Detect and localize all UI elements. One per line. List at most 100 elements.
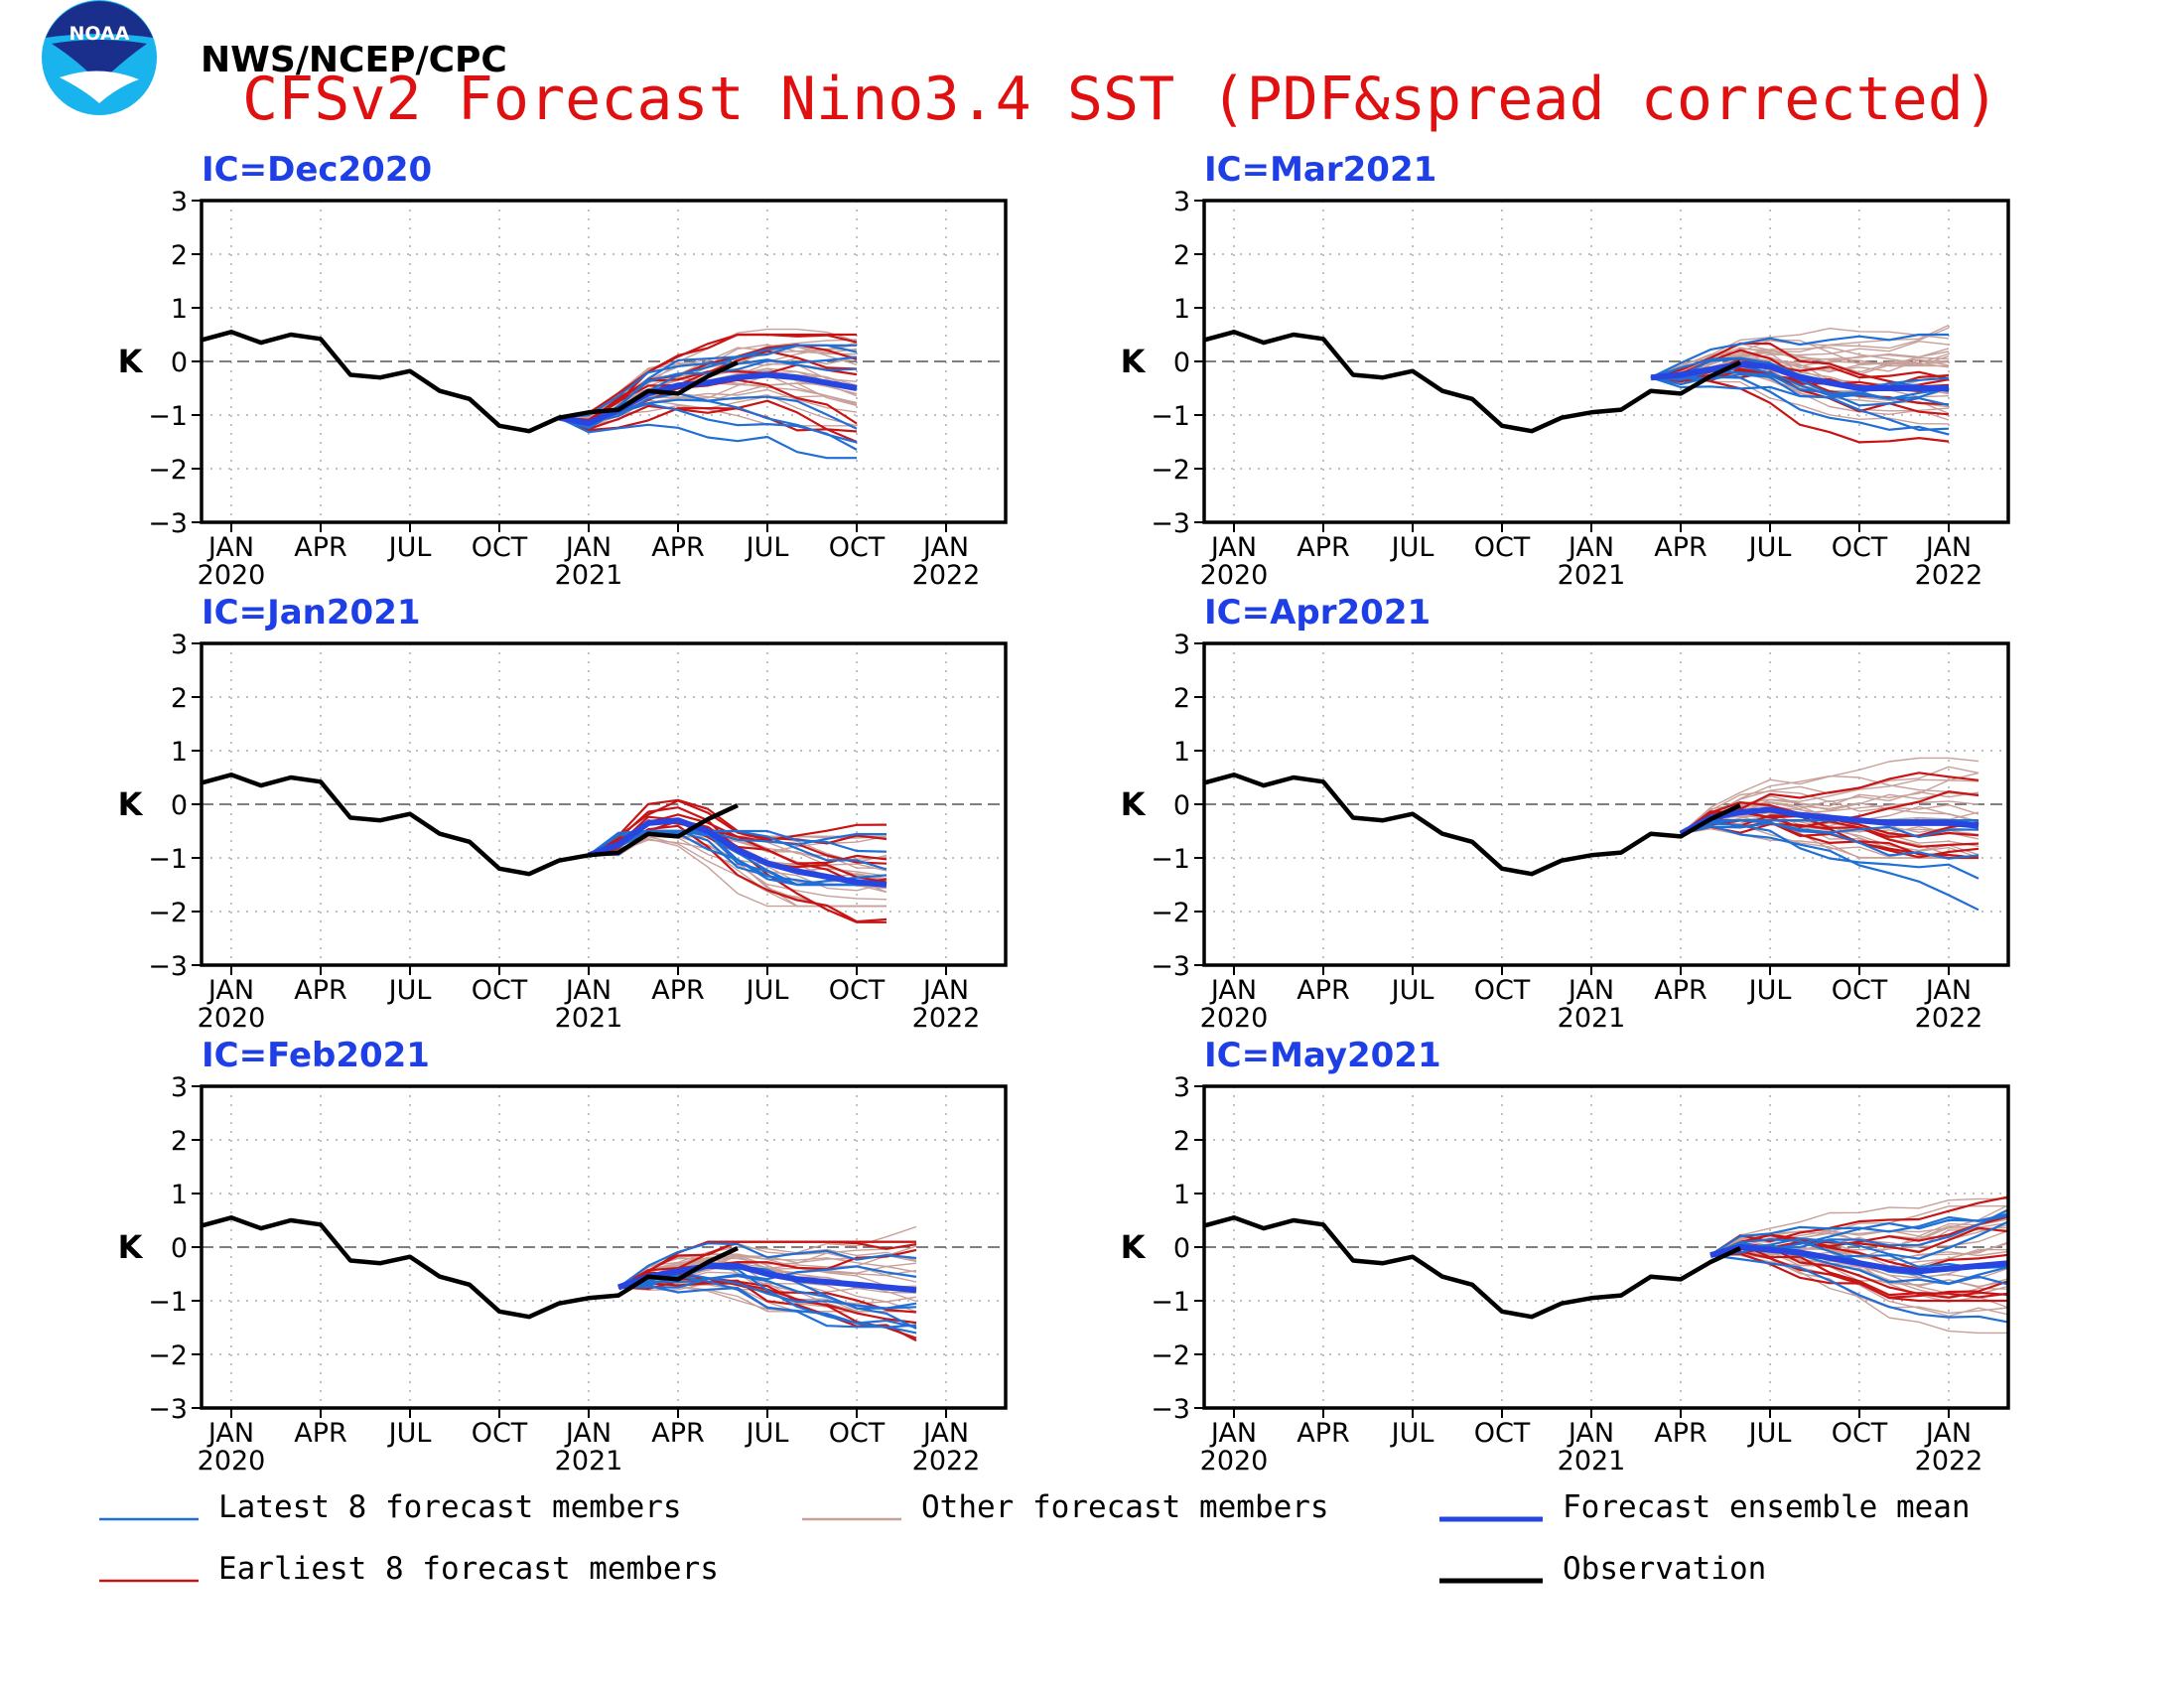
- y-tick-label: −3: [1151, 508, 1190, 539]
- y-axis-label: K: [118, 1228, 144, 1266]
- x-tick-label: JUL: [745, 1418, 789, 1449]
- ensemble-mean-line: [1679, 806, 1979, 837]
- x-tick-label: APR: [1654, 532, 1707, 563]
- x-tick-label: JAN: [1924, 532, 1972, 563]
- other-member-line: [617, 1246, 917, 1289]
- x-tick-year-label: 2022: [912, 560, 981, 591]
- other-member-line: [1650, 328, 1950, 378]
- x-tick-label: APR: [1297, 1418, 1350, 1449]
- panel-ic-label: IC=Dec2020: [202, 150, 432, 190]
- other-member-line: [1650, 347, 1950, 378]
- x-tick-label: APR: [651, 532, 705, 563]
- y-tick-label: 2: [1173, 683, 1190, 714]
- y-tick-label: −1: [148, 844, 188, 875]
- x-tick-label: JAN: [1209, 1418, 1257, 1449]
- earliest-member-line: [558, 333, 858, 419]
- panel-frame: [1202, 641, 2010, 967]
- latest-member-line: [1650, 364, 1950, 397]
- latest-member-line: [617, 1274, 917, 1330]
- y-axis-label: K: [118, 785, 144, 823]
- latest-member-line: [617, 1242, 917, 1289]
- y-tick-label: 2: [1173, 1126, 1190, 1157]
- earliest-member-line: [558, 407, 858, 433]
- x-tick-label: OCT: [829, 1418, 886, 1449]
- panel-frame: [200, 199, 1008, 524]
- y-tick-label: 2: [1173, 240, 1190, 271]
- x-tick-label: JAN: [206, 1418, 254, 1449]
- latest-member-line: [558, 416, 857, 460]
- panel-frame: [1202, 199, 2010, 524]
- y-tick-label: −2: [148, 898, 188, 928]
- noaa-logo-text: NOAA: [69, 23, 130, 45]
- panel-frame: [200, 1084, 1008, 1410]
- y-tick-label: 3: [1173, 630, 1190, 660]
- x-tick-label: JUL: [387, 1418, 432, 1449]
- y-tick-label: 1: [1173, 1180, 1190, 1210]
- y-tick-label: −2: [1151, 1340, 1190, 1371]
- x-tick-label: JAN: [206, 975, 254, 1006]
- x-tick-label: JAN: [1567, 1418, 1614, 1449]
- panel-ic-label: IC=Apr2021: [1204, 593, 1431, 633]
- y-tick-label: 3: [1173, 1072, 1190, 1103]
- y-tick-label: −1: [1151, 844, 1190, 875]
- latest-member-line: [1650, 333, 1949, 379]
- panel-ic-label: IC=Mar2021: [1204, 150, 1436, 190]
- x-tick-label: APR: [1654, 1418, 1707, 1449]
- noaa-logo-bird: [52, 40, 147, 83]
- x-tick-label: JAN: [1209, 975, 1257, 1006]
- x-tick-label: JUL: [1747, 1418, 1792, 1449]
- x-tick-year-label: 2020: [1200, 1003, 1269, 1034]
- x-tick-year-label: 2020: [198, 1446, 266, 1477]
- y-axis-label: K: [118, 343, 144, 380]
- panel-ic-label: IC=Jan2021: [202, 593, 421, 633]
- y-tick-label: 0: [171, 790, 188, 821]
- y-tick-label: 2: [171, 240, 188, 271]
- x-tick-label: JAN: [206, 532, 254, 563]
- other-member-line: [1680, 790, 1979, 835]
- observation-line: [201, 330, 739, 434]
- x-tick-year-label: 2021: [1558, 560, 1626, 591]
- ensemble-mean-line: [587, 817, 887, 888]
- y-tick-label: 3: [171, 1072, 188, 1103]
- x-tick-label: OCT: [1474, 532, 1531, 563]
- x-tick-year-label: 2022: [1915, 1003, 1983, 1034]
- y-tick-label: −3: [1151, 951, 1190, 982]
- latest-member-line: [558, 358, 858, 419]
- x-tick-label: APR: [1297, 975, 1350, 1006]
- x-tick-label: JAN: [564, 975, 612, 1006]
- y-axis-label: K: [1121, 343, 1147, 380]
- x-tick-year-label: 2020: [1200, 560, 1269, 591]
- x-tick-label: JAN: [1209, 532, 1257, 563]
- x-tick-year-label: 2021: [555, 1446, 623, 1477]
- x-tick-year-label: 2020: [1200, 1446, 1269, 1477]
- org-label: NWS/NCEP/CPC: [201, 40, 507, 80]
- y-tick-label: −3: [1151, 1394, 1190, 1425]
- y-tick-label: 1: [171, 1180, 188, 1210]
- latest-member-line: [617, 1265, 917, 1289]
- latest-member-line: [1680, 821, 1979, 880]
- x-tick-label: JUL: [1390, 532, 1434, 563]
- latest-member-line: [1680, 821, 1979, 839]
- y-tick-label: 1: [1173, 294, 1190, 325]
- x-tick-year-label: 2022: [912, 1003, 981, 1034]
- y-tick-label: −3: [148, 951, 188, 982]
- ensemble-mean-line: [616, 1262, 917, 1294]
- x-tick-label: JAN: [1567, 532, 1614, 563]
- x-tick-year-label: 2020: [198, 560, 266, 591]
- x-tick-label: OCT: [472, 975, 528, 1006]
- y-tick-label: −2: [1151, 898, 1190, 928]
- latest-member-line: [1680, 824, 1979, 912]
- y-tick-label: 1: [171, 737, 188, 768]
- latest-member-line: [1709, 1214, 2009, 1257]
- x-tick-label: JAN: [1567, 975, 1614, 1006]
- x-tick-label: JAN: [921, 1418, 969, 1449]
- other-member-line: [1680, 774, 1979, 835]
- observation-line: [1203, 330, 1741, 434]
- x-tick-label: JUL: [745, 532, 789, 563]
- y-tick-label: 2: [171, 1126, 188, 1157]
- ensemble-mean-line: [558, 371, 858, 427]
- other-member-line: [1709, 1244, 2009, 1315]
- legend-label-earliest: Earliest 8 forecast members: [218, 1551, 719, 1587]
- legend-label-other: Other forecast members: [921, 1489, 1329, 1525]
